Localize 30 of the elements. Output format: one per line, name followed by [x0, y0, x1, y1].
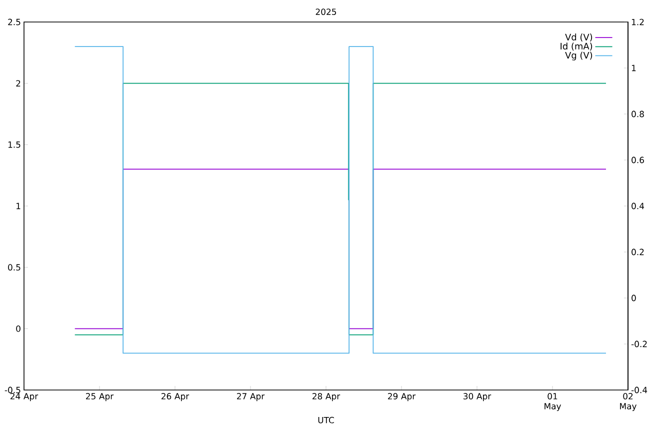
x-tick-label: 01 May [544, 393, 562, 412]
y-tick-label: 1 [16, 202, 20, 210]
x-tick-label: 25 Apr [86, 393, 114, 402]
y2-tick-label: 1.2 [632, 18, 644, 26]
y2-tick-label: -0.2 [631, 340, 647, 348]
x-axis-title: UTC [318, 416, 334, 424]
y-tick-label: 2.5 [8, 18, 20, 26]
legend-label: Vd (V) [565, 34, 592, 42]
x-tick-label: 30 Apr [464, 393, 492, 402]
x-tick-label: 26 Apr [162, 393, 190, 402]
y2-tick-label: -0.4 [631, 386, 648, 394]
y2-tick-label: 0.4 [632, 202, 644, 210]
chart-title: 2025 [316, 8, 336, 15]
x-tick-label: 24 Apr [10, 393, 38, 402]
y-tick-label: 0 [16, 325, 20, 332]
y2-tick-label: 0.6 [632, 156, 644, 164]
y2-tick-label: 1 [632, 64, 636, 72]
x-tick-label: 29 Apr [388, 393, 416, 402]
legend-label: Id (mA) [560, 42, 592, 51]
y2-tick-label: 0.2 [632, 248, 644, 256]
y-tick-label: 1.5 [8, 142, 20, 148]
x-tick-label: 02 May [620, 393, 637, 412]
y-tick-label: 0.5 [8, 264, 20, 271]
legend-label: Vg (V) [565, 52, 592, 60]
y2-tick-label: 0 [632, 294, 636, 302]
y2-tick-label: 0.8 [632, 110, 644, 118]
y-tick-label: -0.5 [4, 386, 20, 394]
y-tick-label: 2 [16, 80, 20, 86]
x-tick-label: 27 Apr [237, 393, 265, 402]
x-tick-label: 28 Apr [312, 393, 340, 402]
